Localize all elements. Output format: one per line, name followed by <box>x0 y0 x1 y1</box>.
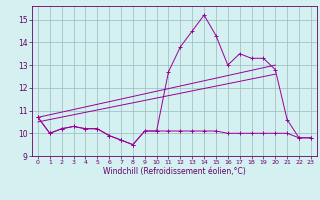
X-axis label: Windchill (Refroidissement éolien,°C): Windchill (Refroidissement éolien,°C) <box>103 167 246 176</box>
